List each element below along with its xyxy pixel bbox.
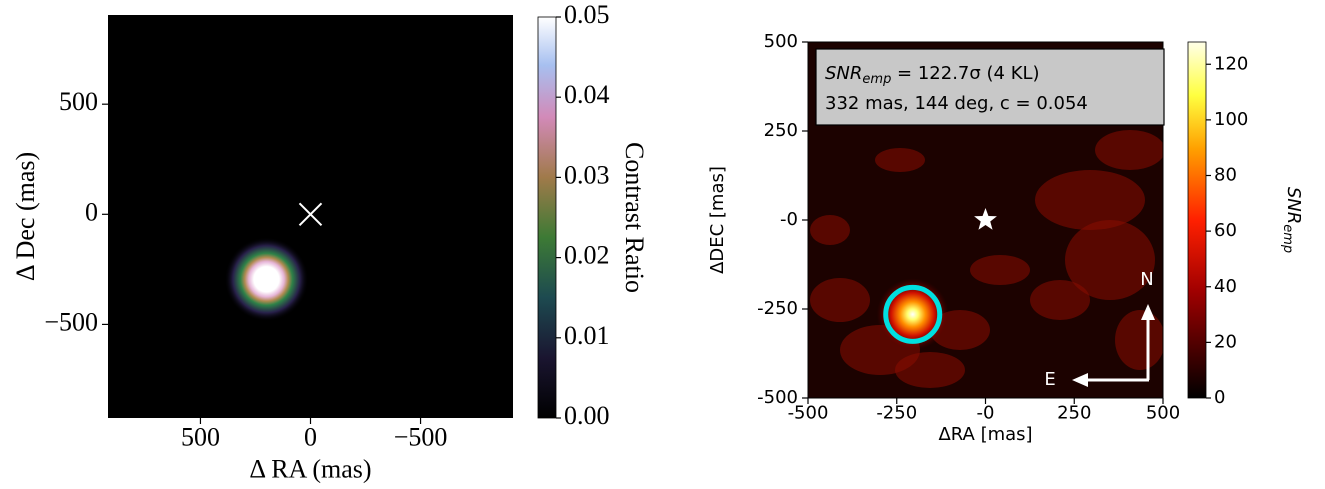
y-tick-label: −500 <box>44 307 98 336</box>
colorbar-tick-label: 0.03 <box>564 160 610 189</box>
y-tick-label: 250 <box>764 120 798 141</box>
colorbar-label-subscript: emp <box>1281 224 1296 253</box>
x-tick-label: 500 <box>1146 403 1180 424</box>
contrast-panel: 500 0 −500 500 0 −500 Δ RA (mas) Δ Dec (mas) 0.0… <box>11 0 649 483</box>
noise-blob <box>895 352 965 388</box>
colorbar-tick-label: 80 <box>1214 165 1237 186</box>
noise-blob <box>1095 130 1163 170</box>
colorbar-tick-label: 120 <box>1214 53 1248 74</box>
annotation-subscript: emp <box>862 72 891 87</box>
colorbar-tick-label: 0.02 <box>564 241 610 270</box>
annotation-line: SNRemp = 122.7σ (4 KL) <box>825 63 1040 87</box>
colorbar-tick-label: 100 <box>1214 109 1248 130</box>
companion-circle <box>883 284 943 344</box>
noise-blob <box>1115 310 1163 370</box>
image <box>224 237 309 322</box>
star-marker-stroke <box>298 202 323 227</box>
compass-arrowhead <box>1072 373 1088 387</box>
y-tick-label: -500 <box>757 387 798 408</box>
colorbar-tick-label: 60 <box>1214 220 1237 241</box>
x-tick-label: 500 <box>181 422 220 451</box>
annotation-line: 332 mas, 144 deg, c = 0.054 <box>825 93 1088 114</box>
colorbar <box>537 16 557 419</box>
colorbar-label: Contrast Ratio <box>620 142 649 293</box>
compass <box>1072 304 1155 387</box>
x-axis-label: Δ RA (mas) <box>249 454 371 483</box>
colorbar-tick-label: 20 <box>1214 331 1237 352</box>
y-axis-label: Δ Dec (mas) <box>11 152 40 281</box>
colorbar-tick-label: 0.05 <box>564 0 610 29</box>
y-tick-label: -250 <box>757 298 798 319</box>
noise-blob <box>970 255 1030 285</box>
image-background <box>108 15 513 418</box>
noise-blob <box>1035 170 1145 230</box>
noise-blob <box>810 215 850 245</box>
companion <box>224 237 309 322</box>
colorbar-label: SNRemp <box>1281 187 1305 253</box>
colorbar-tick-label: 0 <box>1214 387 1225 408</box>
colorbar-tick-label: 0.04 <box>564 80 610 109</box>
x-tick-label: 0 <box>304 422 317 451</box>
annotation-box <box>815 48 1165 126</box>
colorbar-tick-label: 40 <box>1214 276 1237 297</box>
y-tick-label: 500 <box>764 31 798 52</box>
annotation-symbol: SNR <box>825 63 862 84</box>
y-axis-label: ΔDEC [mas] <box>707 166 728 274</box>
x-tick-label: 250 <box>1057 403 1091 424</box>
colorbar-label-text: SNR <box>1283 187 1304 224</box>
colorbar-tick-label: 0.01 <box>564 321 610 350</box>
y-tick-label: 0 <box>85 197 98 226</box>
compass-arrowhead <box>1141 304 1155 320</box>
x-axis-label: ΔRA [mas] <box>938 424 1032 445</box>
snr-panel: -500 -250 -0 250 500 -500 -250 -0 250 500 ΔRA [mas… <box>707 31 1304 445</box>
noise-blob <box>875 148 925 172</box>
noise-blob <box>810 278 870 322</box>
x-tick-label: -250 <box>876 403 917 424</box>
compass-north: N <box>1140 269 1153 290</box>
y-tick-label: 500 <box>59 87 98 116</box>
annotation-text: = 122.7σ (4 KL) <box>891 63 1039 84</box>
star-marker <box>298 202 323 227</box>
x-tick-label: -0 <box>977 403 995 424</box>
noise-blob <box>1065 220 1155 300</box>
x-tick-label: -500 <box>788 403 829 424</box>
colorbar-tick-label: 0.00 <box>564 401 610 430</box>
y-tick-label: -0 <box>780 209 798 230</box>
star-marker <box>974 208 997 230</box>
x-tick-label: −500 <box>394 422 448 451</box>
noise-blob <box>1030 280 1090 320</box>
colorbar <box>1187 41 1207 399</box>
compass-east: E <box>1044 369 1055 390</box>
